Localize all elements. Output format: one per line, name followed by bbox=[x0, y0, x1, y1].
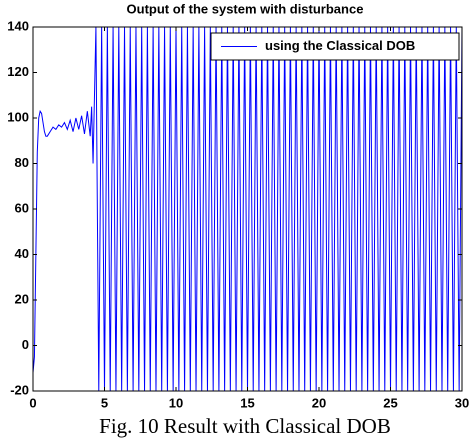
y-tick-label: 100 bbox=[7, 109, 29, 124]
y-tick-label: 40 bbox=[15, 246, 29, 261]
x-tick-label: 30 bbox=[455, 395, 469, 410]
y-tick-label: 120 bbox=[7, 64, 29, 79]
x-tick-label: 0 bbox=[29, 395, 36, 410]
x-tick-label: 25 bbox=[383, 395, 397, 410]
y-tick-label: 60 bbox=[15, 200, 29, 215]
x-tick-label: 10 bbox=[169, 395, 183, 410]
x-tick-label: 15 bbox=[240, 395, 254, 410]
legend-label: using the Classical DOB bbox=[265, 38, 415, 53]
x-tick-label: 20 bbox=[312, 395, 326, 410]
x-tick-label: 5 bbox=[101, 395, 108, 410]
chart-title: Output of the system with disturbance bbox=[127, 1, 364, 16]
y-tick-label: -20 bbox=[10, 382, 29, 397]
y-tick-label: 140 bbox=[7, 18, 29, 33]
y-tick-label: 20 bbox=[15, 291, 29, 306]
y-tick-label: 80 bbox=[15, 155, 29, 170]
data-line bbox=[33, 27, 462, 391]
caption: Fig. 10 Result with Classical DOB bbox=[99, 414, 391, 438]
y-tick-label: 0 bbox=[22, 337, 29, 352]
